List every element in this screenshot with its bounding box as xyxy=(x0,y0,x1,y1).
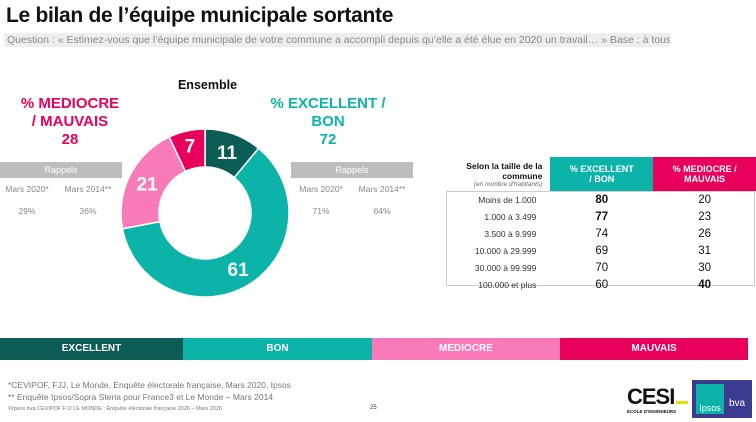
positive-value: 72 xyxy=(319,131,337,148)
donut-slice-mauvais xyxy=(168,128,206,173)
row-label: Moins de 1.000 xyxy=(478,194,537,205)
positive-m2014-value: 64% xyxy=(373,206,391,216)
row-label: 30.000 à 99.999 xyxy=(474,262,537,273)
table-header-sub: (en nombre d'habitants) xyxy=(473,180,543,188)
cesi-logo-sub: ÉCOLE D'INGÉNIEURS xyxy=(627,409,677,414)
table-header-negative: % MEDIOCRE / MAUVAIS xyxy=(653,157,756,191)
row-negative-value: 26 xyxy=(698,227,711,240)
negative-label-2: / MAUVAIS xyxy=(31,113,109,130)
page-number: 25 xyxy=(370,405,377,411)
table-row: 3.500 à 9.999 74 26 xyxy=(446,225,756,242)
negative-summary: % MEDIOCRE / MAUVAIS 28 xyxy=(20,95,120,149)
row-negative-value: 23 xyxy=(698,210,711,223)
negative-label: % MEDIOCRE xyxy=(20,95,120,112)
negative-m2014-label: Mars 2014** xyxy=(64,184,112,194)
chart-title: Ensemble xyxy=(177,78,238,92)
legend-mediocre: MEDIOCRE xyxy=(372,338,560,360)
legend-bon: BON xyxy=(183,338,372,360)
row-negative-value: 31 xyxy=(698,244,711,257)
positive-summary: % EXCELLENT / BON 72 xyxy=(268,95,388,149)
footnote-1: *CEVIPOF, FJJ, Le Monde, Enquête élector… xyxy=(8,380,292,390)
positive-label-2: BON xyxy=(311,113,345,130)
legend-excellent: EXCELLENT xyxy=(0,338,183,360)
table-row: Moins de 1.000 80 20 xyxy=(446,191,756,208)
donut-slice-bon xyxy=(121,147,290,298)
row-negative-value: 20 xyxy=(698,193,711,206)
size-table: Selon la taille de la commune (en nombre… xyxy=(446,157,756,293)
negative-m2014-value: 36% xyxy=(79,206,97,216)
negative-m2020-label: Mars 2020* xyxy=(5,184,49,194)
bva-logo: bva xyxy=(729,398,746,409)
cesi-logo-text: CESI xyxy=(627,384,675,409)
positive-rappels-header: Rappels xyxy=(291,162,413,178)
donut-label-excellent: 11 xyxy=(217,143,238,164)
row-positive-value: 70 xyxy=(595,261,609,274)
table-header-positive: % EXCELLENT / BON xyxy=(550,157,654,191)
row-negative-value: 40 xyxy=(698,278,711,291)
negative-m2020-value: 29% xyxy=(18,206,36,216)
row-label: 1.000 à 3.499 xyxy=(484,211,537,222)
cesi-logo-bar xyxy=(676,401,689,404)
positive-m2020-value: 71% xyxy=(312,206,330,216)
legend-mauvais: MAUVAIS xyxy=(560,338,748,360)
copyright: ©Ipsos bva CEVIPOF FJJ LE MONDE : Enquêt… xyxy=(8,406,223,412)
table-row: 100.000 et plus 60 40 xyxy=(446,276,756,293)
row-positive-value: 80 xyxy=(595,193,609,206)
table-header-size: Selon la taille de la commune (en nombre… xyxy=(446,157,550,191)
row-label: 10.000 à 29.999 xyxy=(474,245,537,256)
footnote-2: ** Enquête Ipsos/Sopra Steria pour Franc… xyxy=(8,392,274,402)
negative-value: 28 xyxy=(61,131,79,148)
donut-label-mediocre: 21 xyxy=(137,174,159,195)
donut-label-bon: 61 xyxy=(228,260,250,281)
table-row: 1.000 à 3.499 77 23 xyxy=(446,208,756,225)
negative-rappels-header: Rappels xyxy=(0,162,122,178)
cesi-logo: CESI xyxy=(627,384,689,410)
positive-m2014-label: Mars 2014** xyxy=(358,184,406,194)
row-positive-value: 77 xyxy=(595,210,609,223)
table-frame xyxy=(446,191,755,286)
row-positive-value: 60 xyxy=(595,278,609,291)
positive-label: % EXCELLENT / xyxy=(270,95,386,112)
row-negative-value: 30 xyxy=(698,261,711,274)
table-row: 10.000 à 29.999 69 31 xyxy=(446,242,756,259)
positive-m2020-label: Mars 2020* xyxy=(299,184,343,194)
row-positive-value: 69 xyxy=(595,244,609,257)
table-row: 30.000 à 99.999 70 30 xyxy=(446,259,756,276)
page-title: Le bilan de l’équipe municipale sortante xyxy=(6,4,394,27)
table-header-label: Selon la taille de la commune xyxy=(466,160,543,181)
row-label: 3.500 à 9.999 xyxy=(484,228,537,239)
row-positive-value: 74 xyxy=(595,227,609,240)
donut-label-mauvais: 7 xyxy=(185,137,196,158)
ipsos-bva-logo: Ipsos bva xyxy=(692,380,752,418)
donut-chart: 11 61 21 7 xyxy=(120,128,290,298)
question-text: Question : « Estimez-vous que l’équipe m… xyxy=(4,33,670,47)
row-label: 100.000 et plus xyxy=(478,279,537,290)
ipsos-logo: Ipsos xyxy=(696,384,724,414)
